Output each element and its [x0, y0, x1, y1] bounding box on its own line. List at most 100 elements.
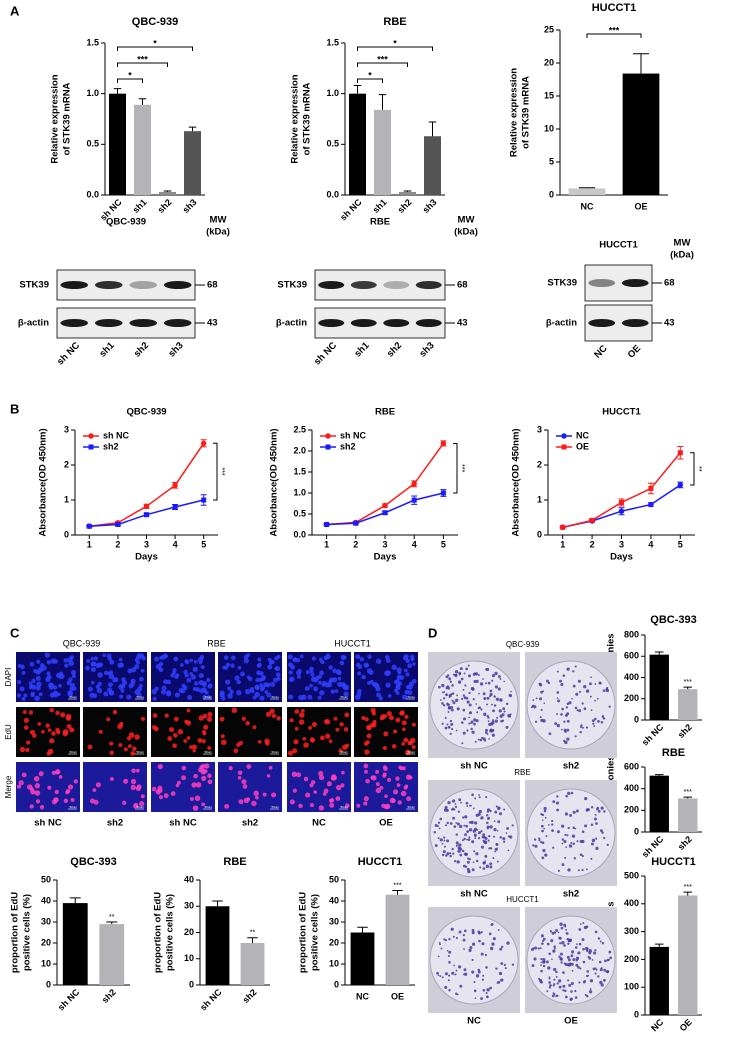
nucleus [219, 716, 225, 722]
bar [109, 93, 126, 195]
y-tick-label: 800 [624, 629, 639, 639]
colony [547, 966, 551, 970]
nucleus [403, 668, 408, 673]
colony [551, 829, 554, 832]
colony [485, 814, 489, 817]
nucleus [342, 655, 347, 660]
colony [565, 931, 569, 935]
colony [606, 843, 609, 847]
nucleus [401, 766, 406, 771]
nucleus [181, 765, 187, 771]
nucleus [161, 685, 167, 691]
colony [502, 707, 506, 711]
nucleus [400, 790, 407, 797]
nucleus [157, 785, 163, 791]
nucleus [223, 655, 229, 660]
colony [567, 868, 571, 872]
nucleus [186, 736, 191, 740]
colony [559, 952, 563, 956]
blot-title: QBC-939 [106, 217, 146, 228]
nucleus [253, 790, 259, 797]
nucleus [119, 694, 124, 699]
colony [466, 838, 468, 841]
colony [455, 845, 458, 847]
colony [594, 930, 598, 934]
colony [572, 958, 576, 962]
colony [577, 951, 581, 955]
nucleus [44, 652, 51, 658]
colony [582, 947, 585, 951]
colony [462, 938, 466, 942]
colony [579, 839, 583, 844]
colony [561, 842, 564, 845]
y-tick-label: 0.5 [293, 508, 306, 518]
nucleus [87, 686, 93, 692]
plate-row-title: RBE [514, 768, 530, 777]
nucleus [361, 715, 366, 721]
scale-bar-label: 50um [69, 805, 77, 809]
colony [576, 943, 578, 946]
nucleus [375, 782, 380, 787]
nucleus [250, 688, 255, 694]
colony [584, 824, 588, 828]
y-tick-label: 0 [189, 979, 194, 989]
colony [567, 979, 570, 982]
colony [542, 964, 546, 968]
colony [480, 708, 483, 711]
nucleus [123, 778, 129, 784]
colony [557, 931, 560, 934]
nucleus [383, 766, 388, 772]
nucleus [397, 670, 402, 675]
nucleus [90, 656, 95, 661]
nucleus [366, 725, 372, 731]
colony [443, 691, 446, 693]
colony [437, 821, 441, 824]
nucleus [50, 658, 57, 664]
nucleus [26, 740, 31, 745]
marker [648, 501, 654, 508]
nucleus [34, 695, 40, 702]
nucleus [34, 783, 41, 789]
colony [442, 704, 446, 707]
nucleus [158, 667, 164, 673]
colony [593, 951, 597, 955]
colony [471, 970, 475, 974]
nucleus [335, 784, 342, 791]
nucleus [299, 654, 304, 659]
x-tick-label: sh NC [56, 987, 82, 1013]
mw-value: 43 [457, 318, 468, 329]
nucleus [122, 800, 127, 805]
x-tick-label: 1 [324, 539, 329, 549]
marker [382, 510, 388, 516]
colony [548, 732, 552, 736]
colony [434, 844, 438, 847]
colony [543, 809, 547, 813]
nucleus [298, 694, 304, 701]
colony [577, 965, 580, 969]
colony [486, 808, 490, 812]
nucleus [103, 670, 109, 676]
colony [574, 735, 577, 738]
colony [589, 682, 592, 686]
nucleus [189, 658, 193, 663]
nucleus [309, 669, 314, 674]
colony [530, 706, 533, 709]
nucleus [195, 687, 201, 692]
y-axis-label: Absorbance(OD 450nm) [38, 428, 49, 536]
panel-label: C [10, 625, 20, 640]
nucleus [364, 717, 369, 722]
nucleus [384, 654, 390, 660]
colony [563, 923, 567, 927]
colony [573, 857, 577, 860]
column-header: RBE [207, 638, 226, 648]
colony [447, 706, 451, 709]
bar [568, 188, 606, 195]
colony [556, 994, 559, 997]
nucleus [95, 782, 101, 788]
nucleus [112, 677, 118, 683]
colony [588, 951, 592, 955]
x-tick-label: 4 [173, 539, 178, 549]
x-tick-label: 2 [353, 539, 358, 549]
colony [566, 702, 570, 706]
nucleus [387, 693, 392, 698]
